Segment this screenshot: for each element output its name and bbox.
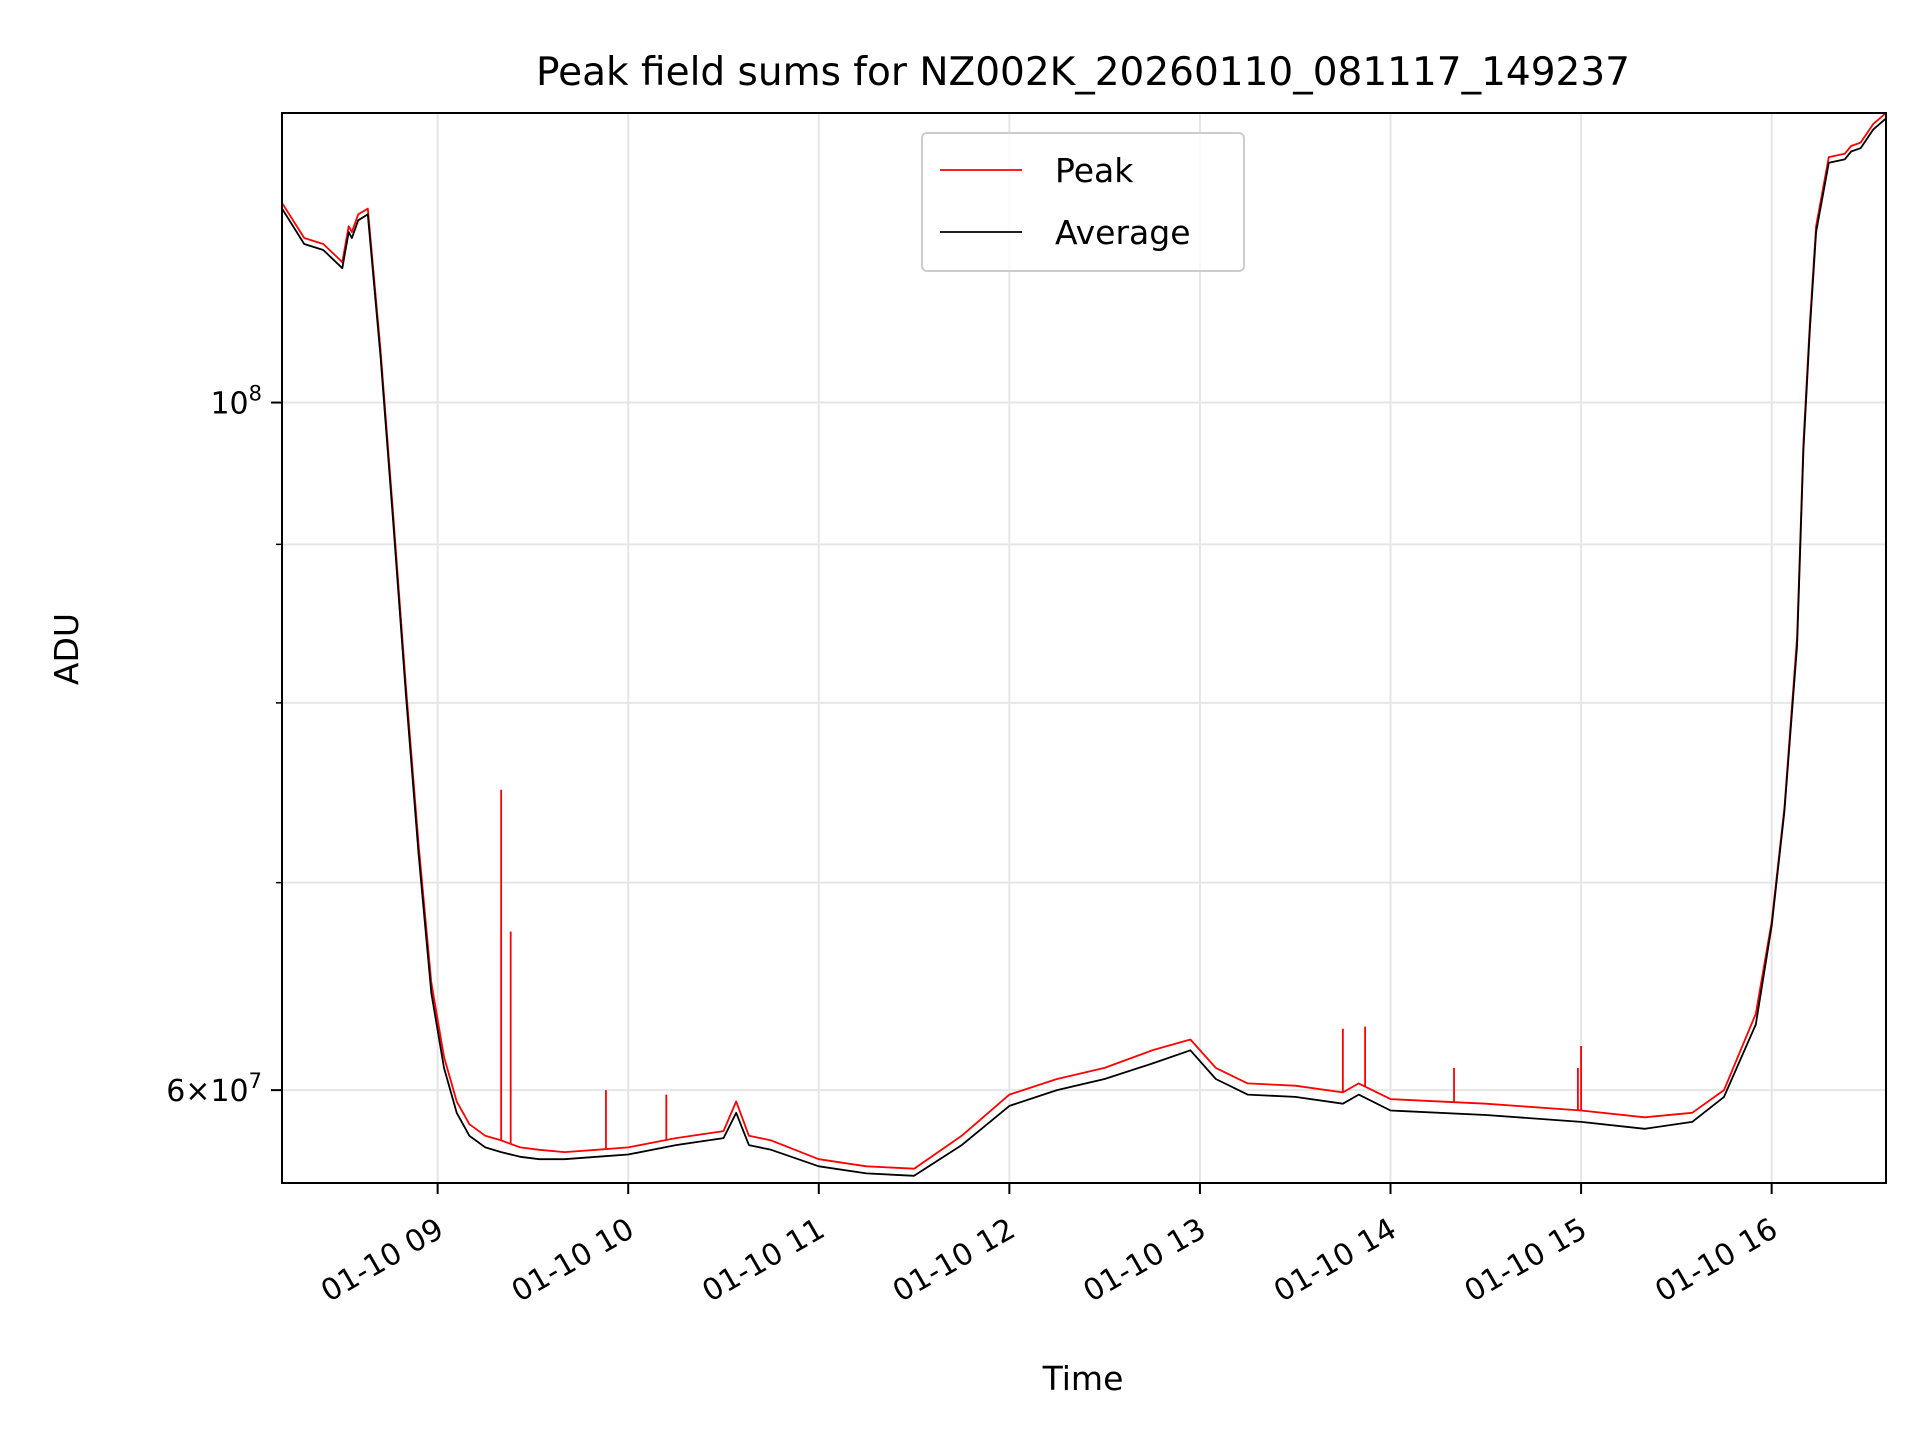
plot-frame	[281, 112, 1887, 1184]
y-axis-label: ADU	[47, 613, 86, 685]
series-line-average	[282, 117, 1886, 1177]
y-tick-label: 6×107	[166, 1069, 262, 1109]
legend-label-average: Average	[1055, 213, 1191, 252]
legend-label-peak: Peak	[1055, 151, 1134, 190]
legend-box	[921, 132, 1245, 272]
y-tick-label: 108	[210, 382, 262, 422]
grid-layer	[282, 113, 1886, 1183]
chart-title: Peak field sums for NZ002K_20260110_0811…	[536, 50, 1630, 95]
series-layer	[282, 113, 1886, 1177]
legend: Peak Average	[921, 132, 1245, 272]
x-axis-label: Time	[1042, 1359, 1124, 1398]
